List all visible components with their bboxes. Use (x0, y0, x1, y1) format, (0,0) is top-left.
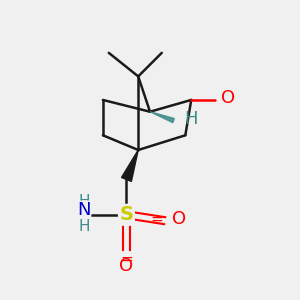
Text: H: H (78, 219, 89, 234)
Polygon shape (122, 150, 138, 182)
Text: O: O (119, 257, 134, 275)
Text: H: H (78, 194, 89, 209)
Polygon shape (150, 112, 174, 123)
Text: =: = (151, 212, 163, 227)
Text: N: N (77, 201, 91, 219)
Text: O: O (172, 210, 186, 228)
Text: H: H (184, 110, 197, 128)
Text: =: = (120, 252, 133, 267)
Text: O: O (221, 89, 235, 107)
Text: S: S (119, 205, 134, 224)
